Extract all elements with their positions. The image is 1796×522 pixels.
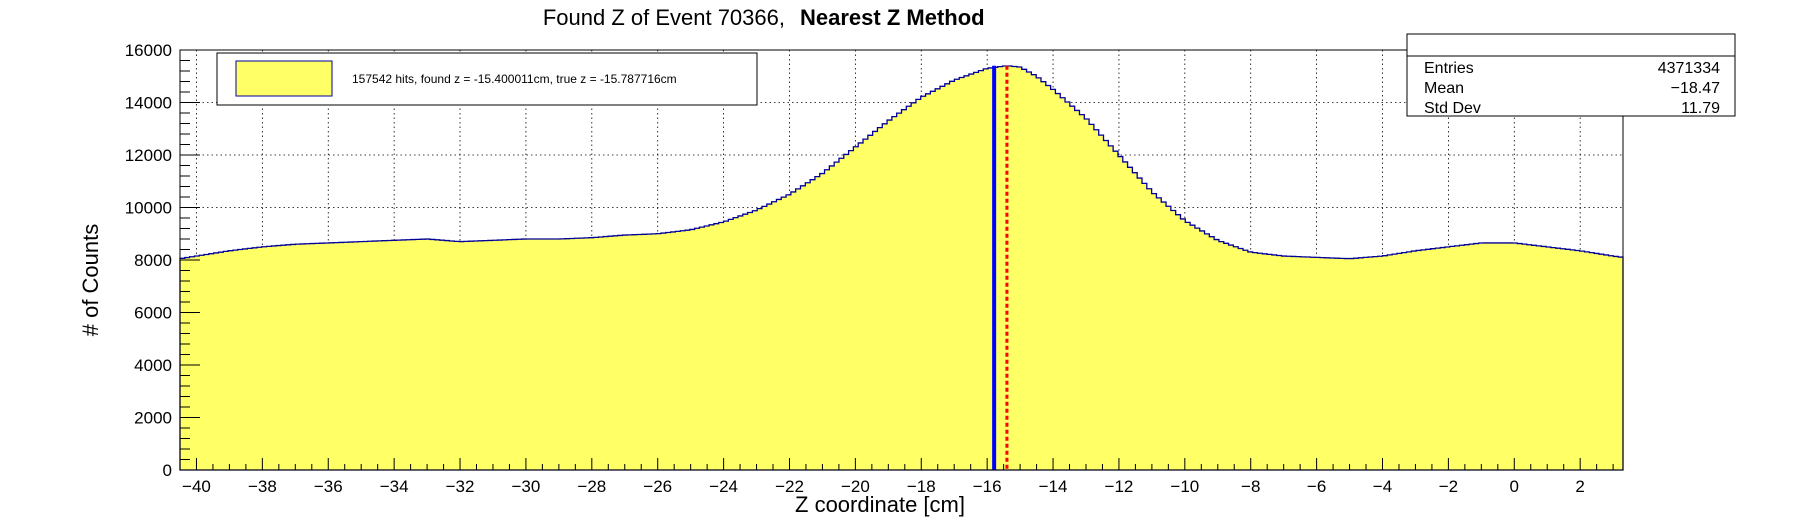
y-axis-title: # of Counts: [78, 224, 103, 337]
legend-swatch: [235, 60, 333, 97]
y-tick-label: 16000: [125, 41, 172, 60]
x-tick-label: −24: [709, 477, 738, 496]
chart-title: Found Z of Event 70366,: [543, 5, 785, 30]
z-markers: [992, 65, 1009, 470]
x-tick-label: −8: [1241, 477, 1260, 496]
stats-box: Entries 4371334 Mean −18.47 Std Dev 11.7…: [1406, 33, 1736, 117]
stats-frame: [1406, 33, 1736, 117]
stats-mean-value: −18.47: [1671, 80, 1720, 97]
x-tick-label: 2: [1575, 477, 1584, 496]
y-tick-label: 2000: [134, 409, 172, 428]
x-tick-label: −12: [1105, 477, 1134, 496]
stats-stddev-label: Std Dev: [1424, 100, 1481, 117]
stats-mean-label: Mean: [1424, 80, 1464, 97]
chart-title-method: Nearest Z Method: [800, 5, 985, 30]
x-axis-title: Z coordinate [cm]: [795, 492, 965, 517]
x-tick-label: −30: [512, 477, 541, 496]
x-axis: −40 −38 −36 −34 −32 −30 −28 −26 −24 −22 −20 −18 −16−…: [179, 458, 1614, 496]
x-tick-label: −20: [841, 477, 870, 496]
stats-stddev-value: 11.79: [1681, 100, 1720, 117]
x-tick-label: −10: [1170, 477, 1199, 496]
x-tick-label: −4: [1373, 477, 1392, 496]
x-tick-label: −32: [446, 477, 475, 496]
x-tick-label: −6: [1307, 477, 1326, 496]
x-tick-label: −16: [973, 477, 1002, 496]
x-tick-label: −18: [907, 477, 936, 496]
x-tick-label: −22: [775, 477, 804, 496]
histogram-fill: [179, 65, 1624, 471]
legend-box: 157542 hits, found z = -15.400011cm, tru…: [216, 52, 758, 106]
stats-entries-value: 4371334: [1658, 60, 1720, 77]
legend-entry: 157542 hits, found z = -15.400011cm, tru…: [352, 72, 677, 86]
y-tick-label: 6000: [134, 304, 172, 323]
x-tick-label: −26: [643, 477, 672, 496]
y-axis: 0 2000 4000 6000 8000 10000 12000 14000 16000: [125, 41, 200, 480]
x-tick-label: −14: [1039, 477, 1068, 496]
x-tick-label: 0: [1510, 477, 1519, 496]
x-tick-label: −38: [248, 477, 277, 496]
y-tick-label: 0: [163, 461, 172, 480]
y-tick-label: 10000: [125, 199, 172, 218]
y-tick-label: 14000: [125, 94, 172, 113]
y-tick-label: 8000: [134, 251, 172, 270]
y-tick-label: 12000: [125, 146, 172, 165]
x-tick-label: −34: [380, 477, 409, 496]
x-tick-label: −36: [314, 477, 343, 496]
x-tick-label: −40: [182, 477, 211, 496]
x-tick-label: −2: [1439, 477, 1458, 496]
x-tick-label: −28: [577, 477, 606, 496]
histogram-area: [179, 65, 1624, 471]
y-tick-label: 4000: [134, 356, 172, 375]
stats-entries-label: Entries: [1424, 60, 1474, 77]
